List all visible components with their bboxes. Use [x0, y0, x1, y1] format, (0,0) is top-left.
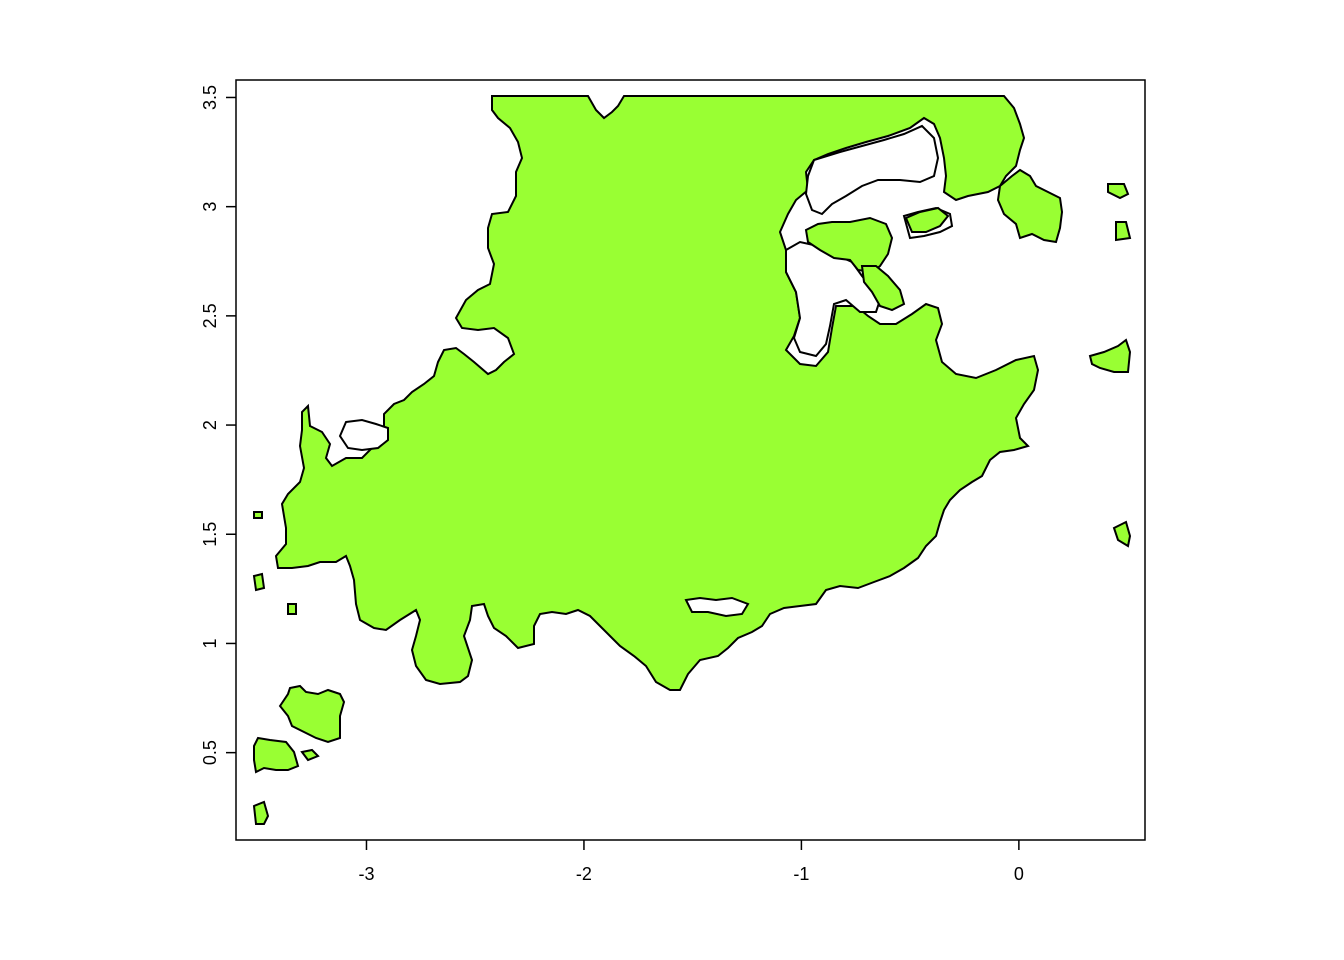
island-far-east-4: [1112, 520, 1132, 548]
island-small-2: [253, 511, 263, 519]
island-far-east-1: [1107, 183, 1130, 200]
island-southwest-5: [300, 748, 320, 762]
island-inner-3: [904, 206, 950, 233]
island-small-1: [287, 603, 297, 615]
y-tick-label: 2.5: [200, 303, 220, 328]
land-regions: [252, 95, 1132, 825]
plot-frame: [235, 79, 1146, 841]
bay-west: [338, 418, 389, 452]
x-tick-label: -2: [576, 864, 592, 884]
island-southwest-1: [278, 684, 346, 744]
y-tick-label: 1.5: [200, 522, 220, 547]
y-tick-label: 3.5: [200, 85, 220, 110]
main-landmass: [274, 95, 1040, 691]
y-tick-label: 0.5: [200, 740, 220, 765]
island-far-east-2: [1115, 221, 1132, 242]
x-tick-label: -1: [793, 864, 809, 884]
x-tick-label: -3: [358, 864, 374, 884]
island-southwest-3: [252, 800, 270, 825]
y-tick-label: 2: [200, 420, 220, 430]
y-tick-label: 1: [200, 638, 220, 648]
island-far-east-3: [1088, 338, 1132, 373]
bay-south: [684, 596, 750, 618]
island-southwest-2: [253, 736, 300, 774]
island-southwest-4: [252, 572, 266, 592]
axes: -3 -2 -1 0 0.5 1 1.5 2 2.5 3 3.5: [200, 79, 1146, 884]
x-tick-label: 0: [1014, 864, 1024, 884]
lake-north: [804, 124, 940, 216]
island-northeast: [996, 168, 1064, 244]
island-inner-2: [860, 265, 906, 312]
island-inner-1: [804, 216, 894, 274]
y-tick-label: 3: [200, 202, 220, 212]
